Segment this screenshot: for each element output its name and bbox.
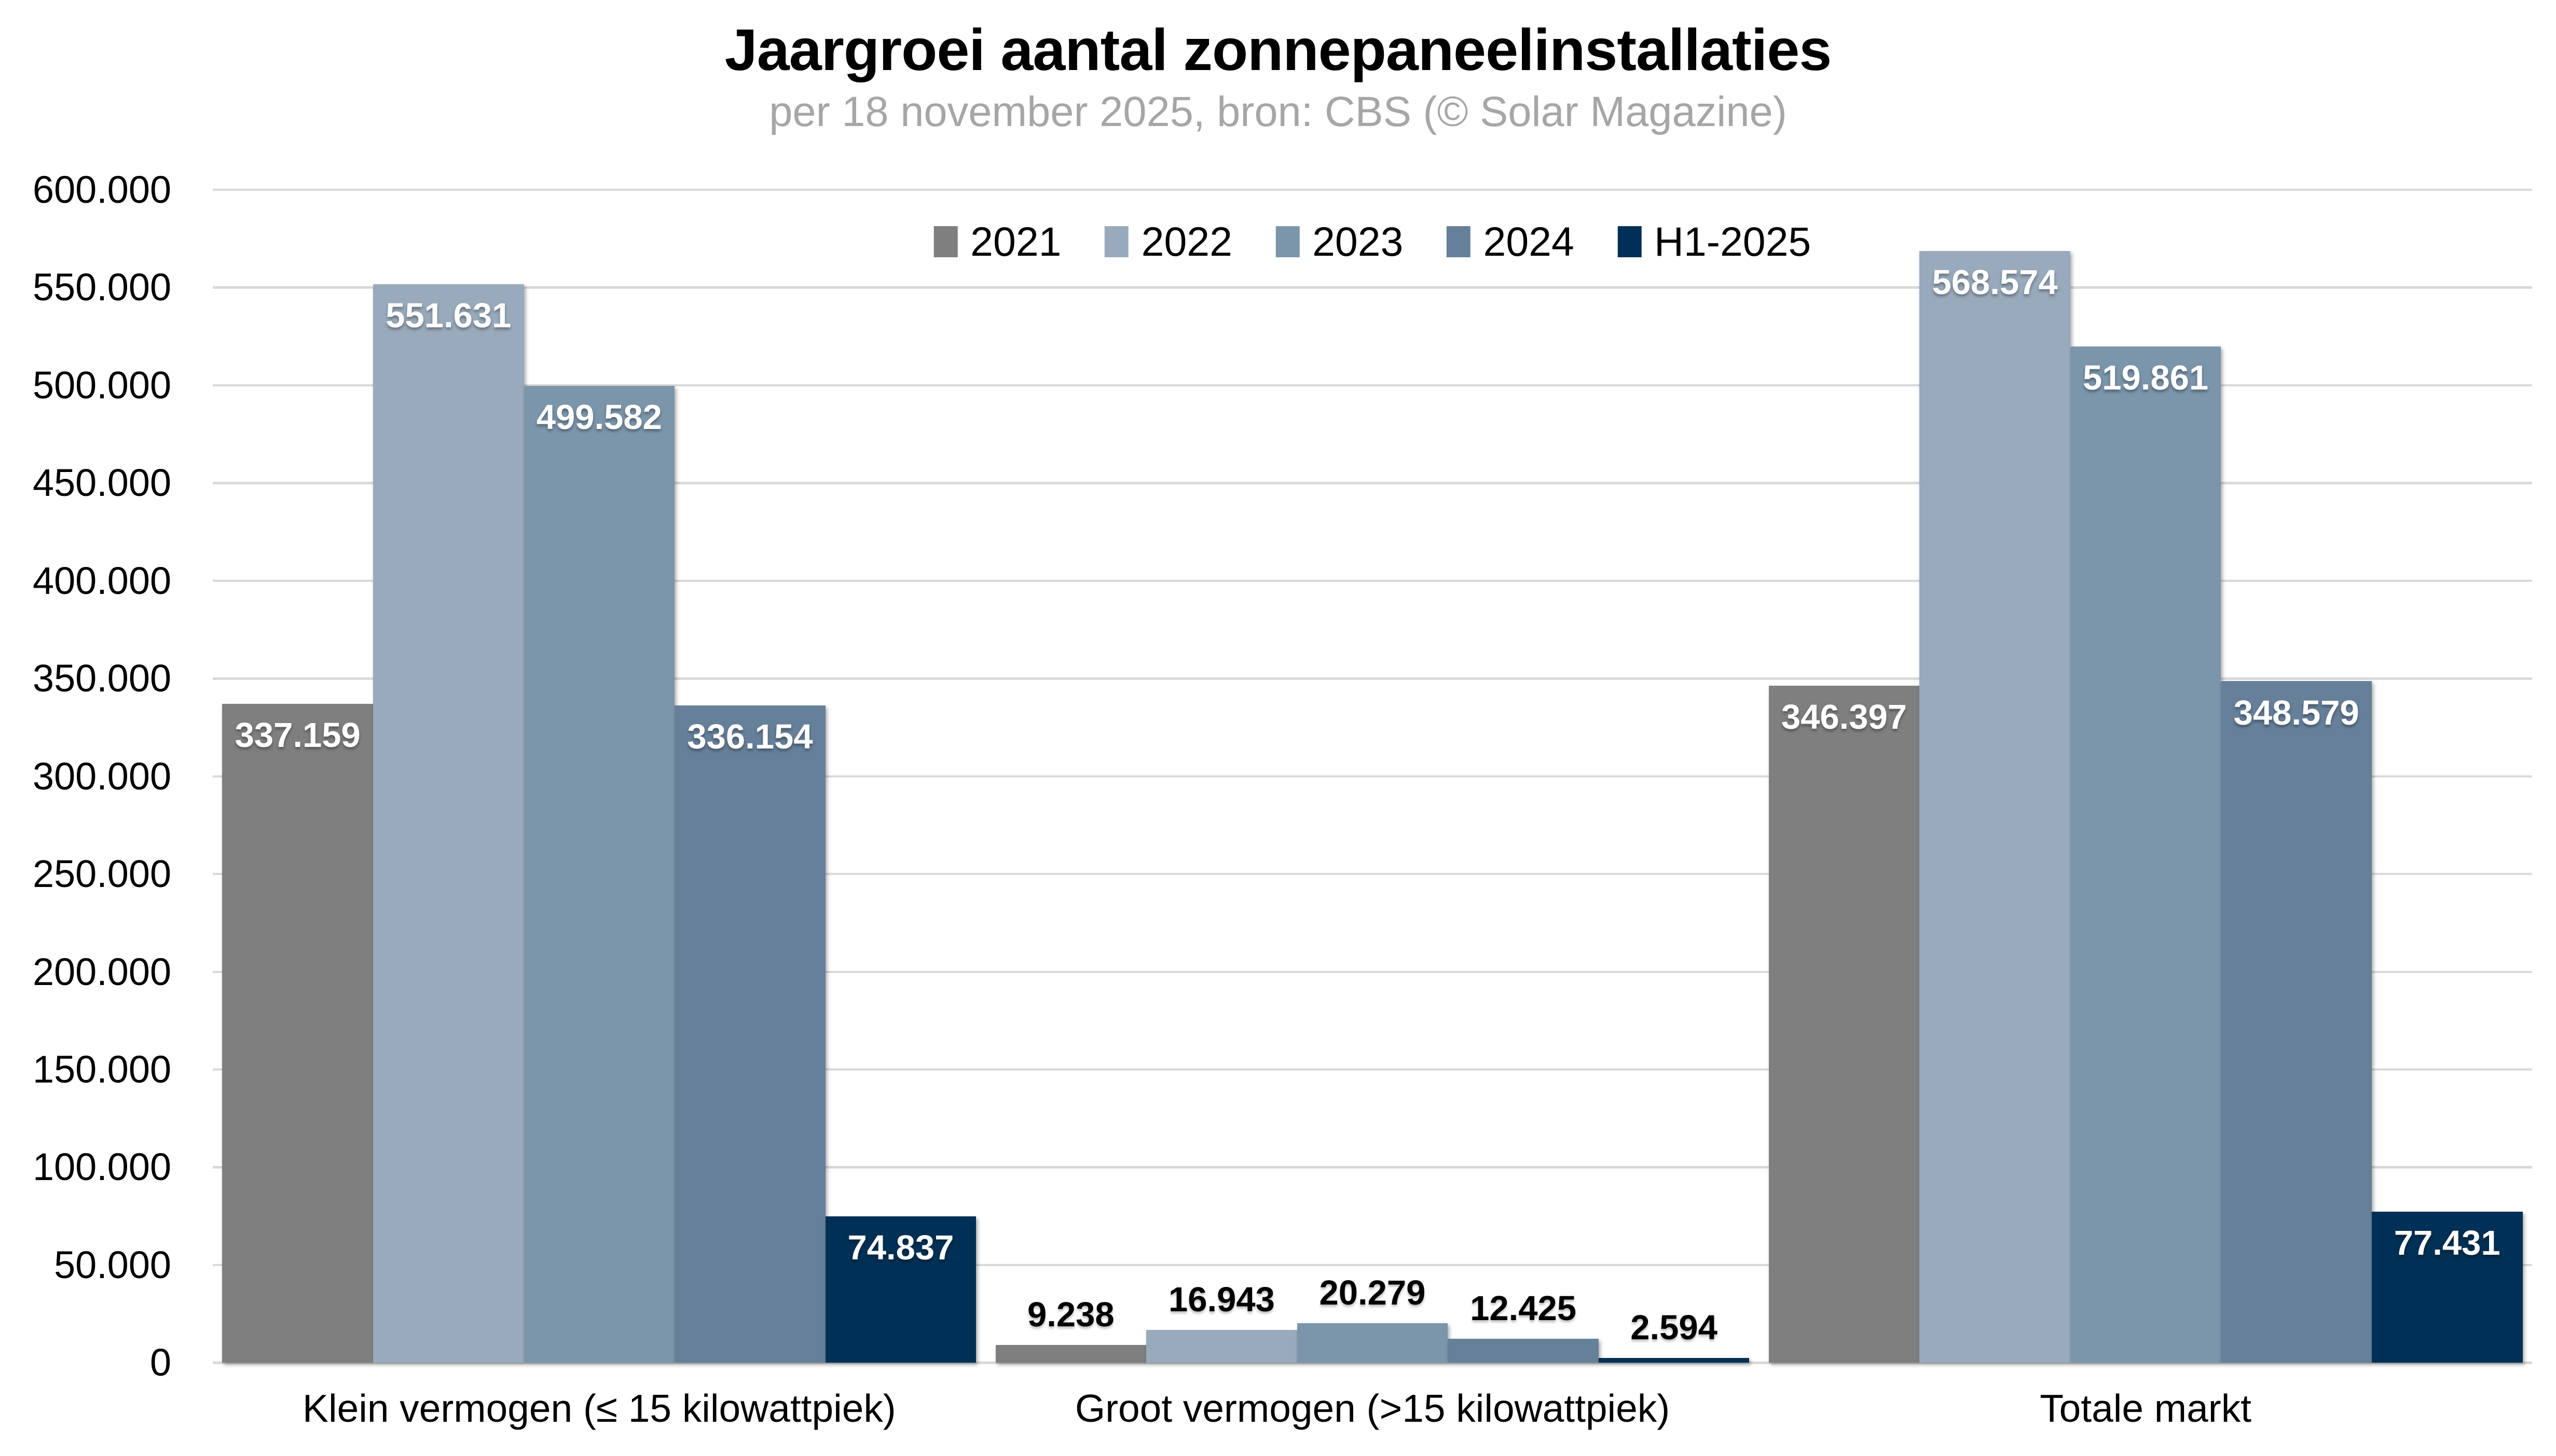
gridline <box>212 872 2533 876</box>
bar-group-klein-vermogen: 337.159 551.631 499.582 336.154 74.837 <box>213 190 986 1363</box>
legend-label-2021: 2021 <box>970 218 1062 265</box>
bar-value-label: 499.582 <box>536 398 662 437</box>
bar-h1-2025-klein-vermogen: 74.837 <box>825 1216 977 1363</box>
gridline <box>212 1166 2533 1169</box>
y-axis-tick-label: 100.000 <box>32 1145 172 1189</box>
gridline <box>212 677 2533 680</box>
chart-title: Jaargroei aantal zonnepaneelinstallaties <box>724 17 1832 83</box>
bar-value-label: 9.238 <box>1027 1295 1115 1335</box>
bar-group-totale-markt: 346.397 568.574 519.861 348.579 77.431 <box>1759 190 2532 1363</box>
bar-value-label: 348.579 <box>2233 693 2359 732</box>
plot-area: 2021 2022 2023 2024 H1-2025 337.159 <box>212 188 2533 1364</box>
bar-value-label: 16.943 <box>1168 1280 1275 1319</box>
bar-2023-totale-markt: 519.861 <box>2070 346 2221 1363</box>
bar-value-label: 20.279 <box>1319 1273 1426 1313</box>
bar-value-label: 336.154 <box>687 717 813 757</box>
baseline-axis <box>212 1362 2533 1364</box>
bar-value-label: 346.397 <box>1781 697 1907 737</box>
bar-2022-klein-vermogen: 551.631 <box>373 284 524 1363</box>
gridline <box>212 384 2533 386</box>
legend-label-2022: 2022 <box>1141 218 1232 265</box>
legend: 2021 2022 2023 2024 H1-2025 <box>933 218 1811 265</box>
y-axis-tick-label: 550.000 <box>32 266 172 309</box>
y-axis-tick-label: 500.000 <box>32 363 172 407</box>
y-axis-tick-label: 350.000 <box>32 657 172 700</box>
bar-value-label: 337.159 <box>235 715 361 755</box>
gridline <box>212 188 2533 191</box>
bar-value-label: 519.861 <box>2083 358 2209 397</box>
legend-swatch-2021 <box>933 226 958 258</box>
chart-header: Jaargroei aantal zonnepaneelinstallaties… <box>0 16 2556 136</box>
y-axis-tick-label: 50.000 <box>54 1243 172 1287</box>
bar-groups: 337.159 551.631 499.582 336.154 74.837 9… <box>213 190 2532 1363</box>
gridline <box>212 481 2533 484</box>
bar-2022-groot-vermogen: 16.943 <box>1146 1282 1297 1363</box>
legend-swatch-2024 <box>1447 226 1471 258</box>
gridline <box>212 1264 2533 1267</box>
x-axis: Klein vermogen (≤ 15 kilowattpiek) Groot… <box>213 1389 2532 1428</box>
y-axis-tick-label: 300.000 <box>32 754 172 798</box>
bar-value-label: 568.574 <box>1932 263 2058 302</box>
bar-value-label: 2.594 <box>1630 1308 1717 1348</box>
gridline <box>212 286 2533 289</box>
legend-item-2023: 2023 <box>1275 218 1404 265</box>
y-axis-tick-label: 150.000 <box>32 1048 172 1091</box>
legend-swatch-2023 <box>1275 226 1300 258</box>
bar-2023-groot-vermogen: 20.279 <box>1297 1275 1448 1363</box>
legend-item-2021: 2021 <box>933 218 1062 265</box>
bar-h1-2025-totale-markt: 77.431 <box>2371 1211 2523 1363</box>
legend-item-2022: 2022 <box>1105 221 1232 262</box>
legend-label-h1-2025: H1-2025 <box>1654 218 1811 265</box>
y-axis-tick-label: 450.000 <box>32 461 172 505</box>
y-axis-tick-label: 250.000 <box>32 852 172 896</box>
gridline <box>212 1068 2533 1071</box>
bar-2024-klein-vermogen: 336.154 <box>675 705 826 1363</box>
bar-value-label: 12.425 <box>1470 1289 1576 1328</box>
bar-value-label: 551.631 <box>386 296 512 336</box>
bar-2021-groot-vermogen: 9.238 <box>995 1297 1147 1363</box>
y-axis-tick-label: 600.000 <box>32 168 172 211</box>
x-axis-label-klein-vermogen: Klein vermogen (≤ 15 kilowattpiek) <box>303 1386 896 1430</box>
bar-2023-klein-vermogen: 499.582 <box>524 386 675 1363</box>
legend-swatch-2022 <box>1105 226 1129 258</box>
x-axis-label-totale-markt: Totale markt <box>2040 1386 2251 1430</box>
gridline <box>212 775 2533 778</box>
bar-2024-groot-vermogen: 12.425 <box>1448 1291 1599 1363</box>
legend-item-h1-2025: H1-2025 <box>1617 218 1811 265</box>
y-axis-tick-label: 400.000 <box>32 559 172 602</box>
bar-group-groot-vermogen: 9.238 16.943 20.279 12.425 2.594 <box>986 190 1759 1363</box>
x-axis-label-groot-vermogen: Groot vermogen (>15 kilowattpiek) <box>1075 1386 1670 1430</box>
legend-label-2024: 2024 <box>1483 218 1574 265</box>
legend-item-2024: 2024 <box>1447 221 1574 262</box>
bar-2022-totale-markt: 568.574 <box>1919 251 2070 1363</box>
legend-label-2023: 2023 <box>1312 218 1404 265</box>
bar-2021-klein-vermogen: 337.159 <box>222 703 374 1363</box>
legend-swatch-h1-2025 <box>1617 226 1642 258</box>
bar-value-label: 77.431 <box>2394 1223 2500 1263</box>
bar-value-label: 74.837 <box>847 1228 954 1268</box>
y-axis-tick-label: 0 <box>149 1341 172 1384</box>
y-axis-tick-label: 200.000 <box>32 950 172 993</box>
gridline <box>212 970 2533 973</box>
chart-subtitle: per 18 november 2025, bron: CBS (© Solar… <box>769 88 1787 136</box>
bar-h1-2025-groot-vermogen: 2.594 <box>1598 1310 1750 1363</box>
bar-2021-totale-markt: 346.397 <box>1768 685 1920 1363</box>
y-axis: 600.000 550.000 500.000 450.000 400.000 … <box>0 170 172 1382</box>
bar-2024-totale-markt: 348.579 <box>2221 681 2372 1363</box>
gridline <box>212 579 2533 582</box>
